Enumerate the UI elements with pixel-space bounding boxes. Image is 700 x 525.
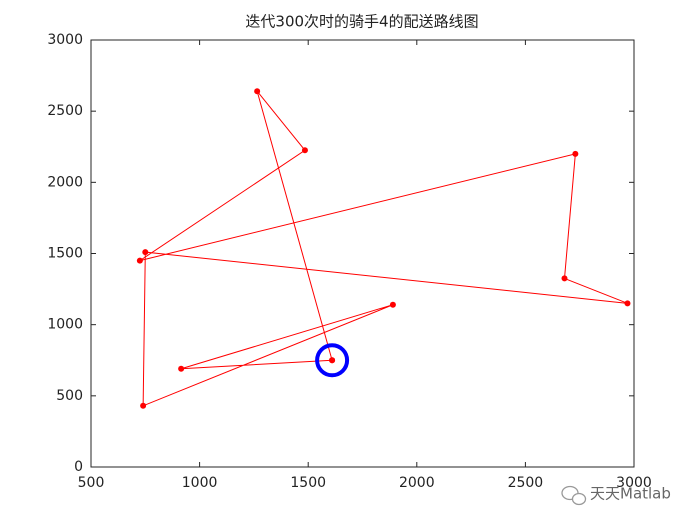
route-point <box>389 301 396 308</box>
route-point <box>329 357 336 364</box>
y-tick-label: 0 <box>74 459 83 475</box>
route-point <box>561 275 568 282</box>
route-point <box>572 150 579 157</box>
y-tick-label: 1000 <box>47 317 83 333</box>
x-tick-label: 1500 <box>290 475 326 491</box>
chart-title: 迭代300次时的骑手4的配送路线图 <box>245 13 478 31</box>
depot-marker <box>315 343 350 378</box>
route-point <box>254 88 261 95</box>
y-tick-label: 2500 <box>47 103 83 119</box>
plot-area <box>90 39 635 468</box>
watermark-icon <box>561 485 587 506</box>
y-tick-label: 2000 <box>47 174 83 190</box>
x-tick-label: 3000 <box>616 475 652 491</box>
y-tick-label: 1500 <box>47 246 83 262</box>
x-tick-label: 1000 <box>182 475 218 491</box>
route-line <box>139 90 628 407</box>
y-tick-label: 3000 <box>47 32 83 48</box>
route-point <box>142 249 149 256</box>
route-point <box>301 147 308 154</box>
x-tick-label: 2000 <box>399 475 435 491</box>
x-tick-label: 500 <box>78 475 105 491</box>
x-tick-label: 2500 <box>508 475 544 491</box>
route-point <box>140 402 147 409</box>
route-point <box>178 365 185 372</box>
route-point <box>136 257 143 264</box>
y-tick-label: 500 <box>56 388 83 404</box>
watermark: 天天Matlab <box>590 485 671 503</box>
route-point <box>624 300 631 307</box>
